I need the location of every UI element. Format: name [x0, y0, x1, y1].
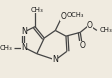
Text: OCH₃: OCH₃ — [67, 12, 84, 18]
Text: CH₃: CH₃ — [30, 7, 43, 13]
Text: O: O — [60, 12, 66, 21]
Text: N: N — [22, 43, 27, 52]
Text: CH₃: CH₃ — [99, 27, 112, 33]
Text: N: N — [52, 55, 58, 64]
Text: CH₃: CH₃ — [0, 45, 13, 51]
Text: O: O — [79, 41, 85, 50]
Text: N: N — [22, 27, 27, 36]
Text: O: O — [87, 21, 93, 30]
